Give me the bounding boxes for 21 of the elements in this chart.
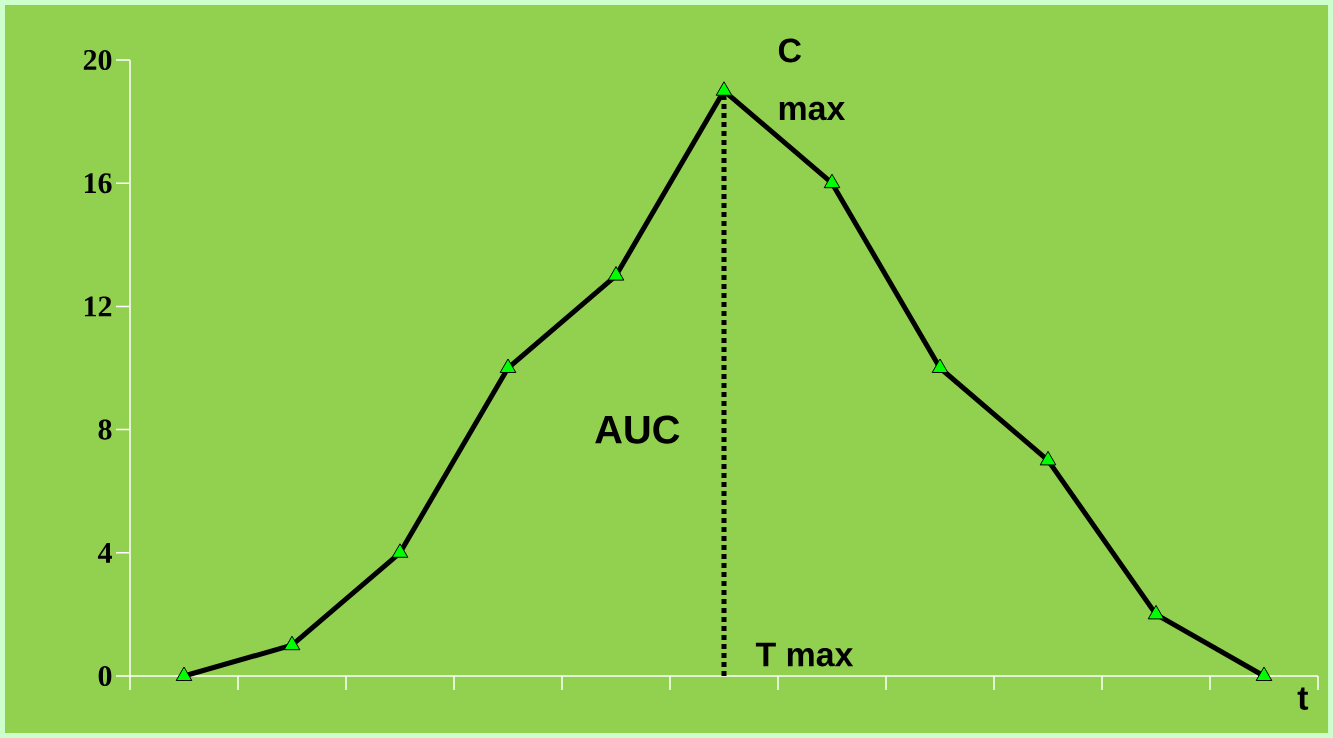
point <box>931 358 949 373</box>
point <box>1039 450 1057 466</box>
annotation: C max <box>778 38 846 121</box>
point <box>391 543 409 558</box>
annotation: AUC <box>595 415 680 444</box>
y-tick-label: 20 <box>83 49 112 71</box>
point <box>283 635 301 651</box>
point <box>715 81 733 96</box>
point <box>499 358 517 373</box>
y-tick-label: 0 <box>98 665 112 687</box>
point <box>1147 604 1165 620</box>
y-tick-label: 8 <box>98 419 112 440</box>
y-tick-label: 12 <box>84 296 112 317</box>
point <box>823 173 841 189</box>
y-tick-label: 16 <box>84 173 112 194</box>
point <box>175 666 193 681</box>
point <box>607 266 625 281</box>
point <box>1255 666 1273 681</box>
y-tick-label: 4 <box>97 542 112 563</box>
annotation: T max <box>755 642 854 667</box>
x-axis-title: t <box>1297 687 1309 710</box>
